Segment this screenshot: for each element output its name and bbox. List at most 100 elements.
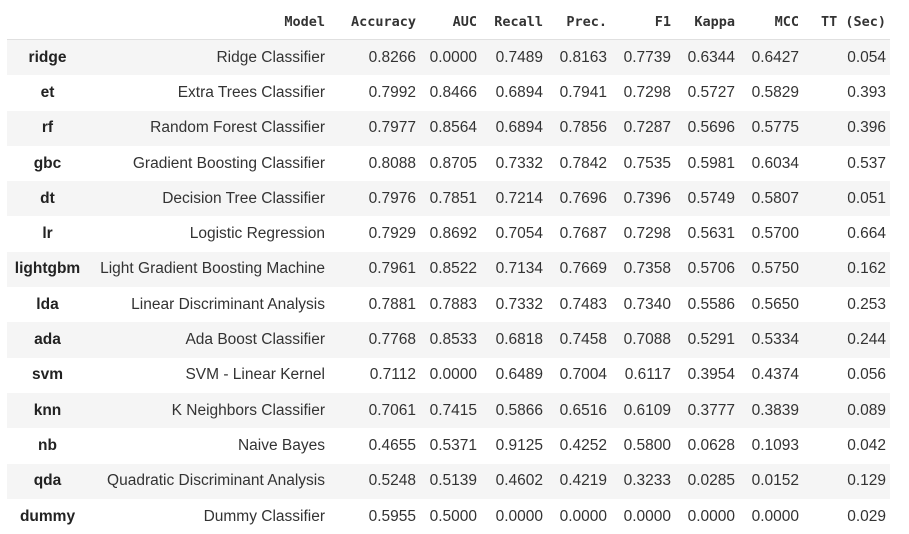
- precision-value: 0.7856: [547, 111, 611, 146]
- precision-header: Prec.: [547, 5, 611, 40]
- index-header: [7, 5, 88, 40]
- recall-value: 0.7489: [481, 40, 547, 76]
- tt-sec-value: 0.664: [803, 216, 890, 251]
- recall-value: 0.5866: [481, 393, 547, 428]
- mcc-value: 0.6427: [739, 40, 803, 76]
- recall-value: 0.6894: [481, 75, 547, 110]
- tt-sec-value: 0.089: [803, 393, 890, 428]
- mcc-value: 0.5334: [739, 322, 803, 357]
- f1-value: 0.3233: [611, 464, 675, 499]
- auc-header: AUC: [420, 5, 481, 40]
- mcc-value: 0.1093: [739, 428, 803, 463]
- accuracy-value: 0.7976: [329, 181, 420, 216]
- precision-value: 0.7842: [547, 146, 611, 181]
- model-name: Ada Boost Classifier: [88, 322, 329, 357]
- row-key: lightgbm: [7, 252, 88, 287]
- f1-value: 0.7298: [611, 216, 675, 251]
- precision-value: 0.4219: [547, 464, 611, 499]
- row-key: gbc: [7, 146, 88, 181]
- mcc-value: 0.6034: [739, 146, 803, 181]
- kappa-value: 0.5706: [675, 252, 739, 287]
- row-key: dt: [7, 181, 88, 216]
- row-key: qda: [7, 464, 88, 499]
- recall-value: 0.7214: [481, 181, 547, 216]
- precision-value: 0.7687: [547, 216, 611, 251]
- recall-value: 0.6489: [481, 358, 547, 393]
- auc-value: 0.5139: [420, 464, 481, 499]
- mcc-value: 0.5829: [739, 75, 803, 110]
- model-name: K Neighbors Classifier: [88, 393, 329, 428]
- precision-value: 0.4252: [547, 428, 611, 463]
- kappa-header: Kappa: [675, 5, 739, 40]
- kappa-value: 0.5631: [675, 216, 739, 251]
- precision-value: 0.7458: [547, 322, 611, 357]
- mcc-value: 0.4374: [739, 358, 803, 393]
- kappa-value: 0.3777: [675, 393, 739, 428]
- auc-value: 0.0000: [420, 358, 481, 393]
- recall-value: 0.7134: [481, 252, 547, 287]
- f1-value: 0.7358: [611, 252, 675, 287]
- row-key: et: [7, 75, 88, 110]
- f1-value: 0.7287: [611, 111, 675, 146]
- model-name: Quadratic Discriminant Analysis: [88, 464, 329, 499]
- tt-sec-value: 0.253: [803, 287, 890, 322]
- model-name: Extra Trees Classifier: [88, 75, 329, 110]
- tt-sec-value: 0.393: [803, 75, 890, 110]
- row-key: ridge: [7, 40, 88, 76]
- accuracy-value: 0.5248: [329, 464, 420, 499]
- kappa-value: 0.5749: [675, 181, 739, 216]
- tt-sec-value: 0.162: [803, 252, 890, 287]
- f1-value: 0.7535: [611, 146, 675, 181]
- row-key: ada: [7, 322, 88, 357]
- model-name: Logistic Regression: [88, 216, 329, 251]
- tt-sec-header: TT (Sec): [803, 5, 890, 40]
- precision-value: 0.7696: [547, 181, 611, 216]
- mcc-value: 0.5650: [739, 287, 803, 322]
- mcc-header: MCC: [739, 5, 803, 40]
- auc-value: 0.5371: [420, 428, 481, 463]
- kappa-value: 0.5696: [675, 111, 739, 146]
- mcc-value: 0.5807: [739, 181, 803, 216]
- accuracy-value: 0.7881: [329, 287, 420, 322]
- model-name: SVM - Linear Kernel: [88, 358, 329, 393]
- recall-value: 0.9125: [481, 428, 547, 463]
- accuracy-value: 0.7977: [329, 111, 420, 146]
- recall-value: 0.6894: [481, 111, 547, 146]
- f1-value: 0.7340: [611, 287, 675, 322]
- precision-value: 0.7483: [547, 287, 611, 322]
- recall-value: 0.7332: [481, 146, 547, 181]
- tt-sec-value: 0.042: [803, 428, 890, 463]
- tt-sec-value: 0.051: [803, 181, 890, 216]
- model-name: Naive Bayes: [88, 428, 329, 463]
- precision-value: 0.7004: [547, 358, 611, 393]
- accuracy-value: 0.4655: [329, 428, 420, 463]
- model-name: Gradient Boosting Classifier: [88, 146, 329, 181]
- tt-sec-value: 0.244: [803, 322, 890, 357]
- f1-value: 0.5800: [611, 428, 675, 463]
- auc-value: 0.8705: [420, 146, 481, 181]
- tt-sec-value: 0.056: [803, 358, 890, 393]
- mcc-value: 0.0152: [739, 464, 803, 499]
- model-name: Decision Tree Classifier: [88, 181, 329, 216]
- recall-value: 0.7054: [481, 216, 547, 251]
- precision-value: 0.8163: [547, 40, 611, 76]
- f1-value: 0.7298: [611, 75, 675, 110]
- precision-value: 0.6516: [547, 393, 611, 428]
- recall-value: 0.6818: [481, 322, 547, 357]
- tt-sec-value: 0.396: [803, 111, 890, 146]
- accuracy-value: 0.7112: [329, 358, 420, 393]
- f1-value: 0.7739: [611, 40, 675, 76]
